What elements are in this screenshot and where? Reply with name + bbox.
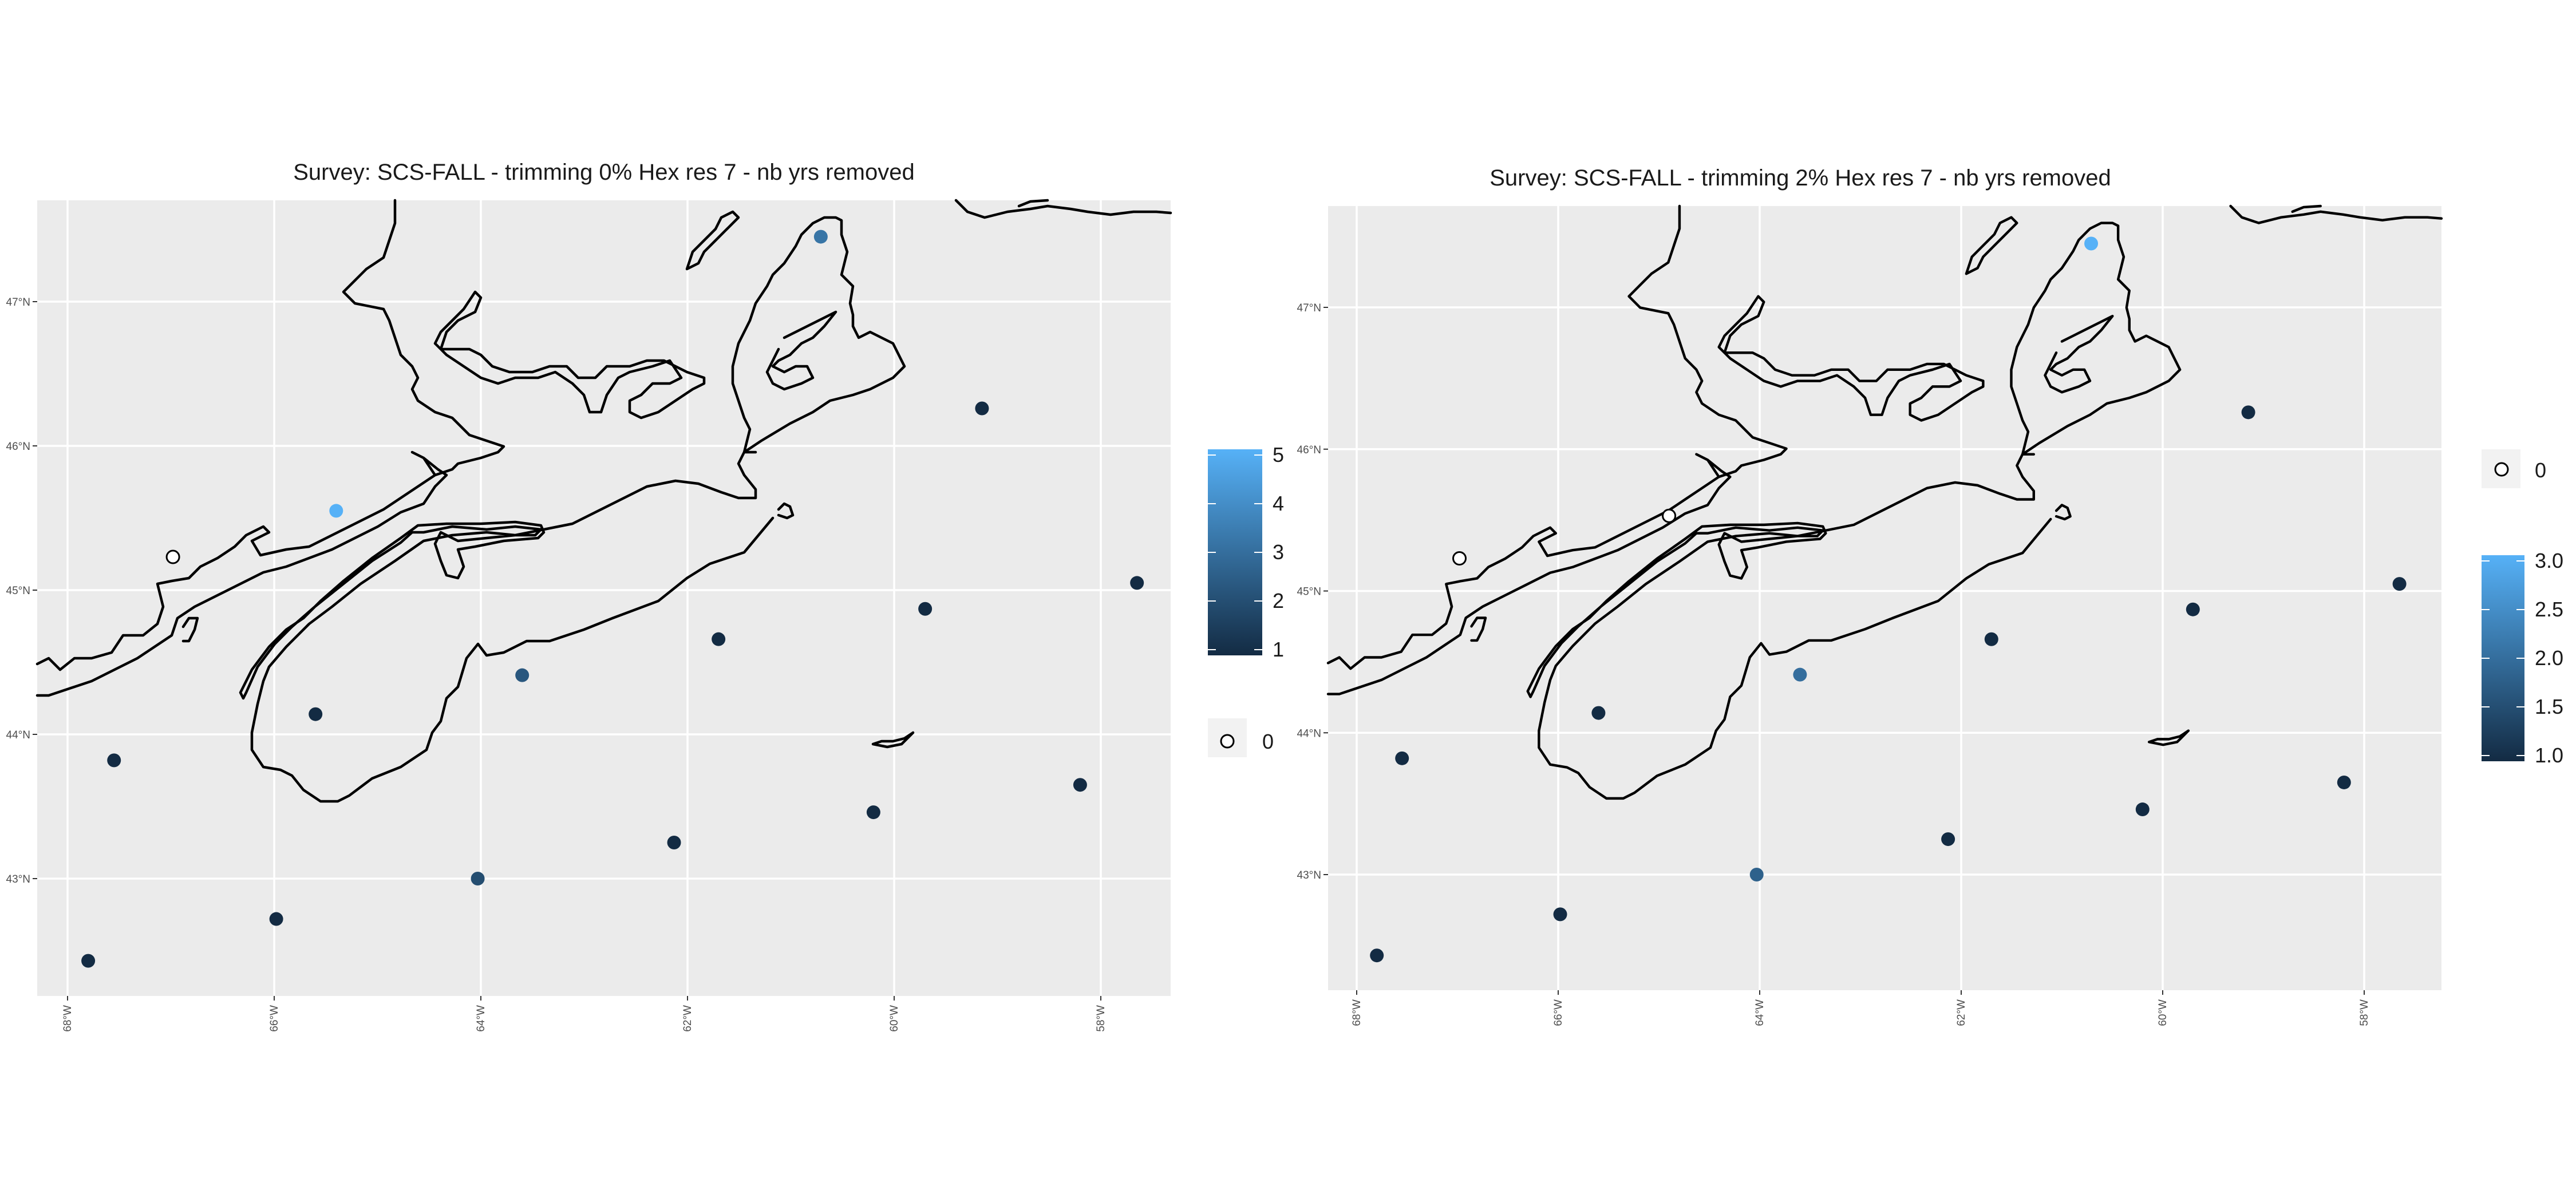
colorbar-label: 3.0 — [2535, 549, 2563, 572]
colorbar-label: 2.0 — [2535, 646, 2563, 670]
station-point — [1395, 751, 1409, 765]
station-point-zero — [1662, 508, 1677, 523]
colorbar-label: 4 — [1273, 492, 1284, 515]
colorbar-label: 5 — [1273, 443, 1284, 466]
station-point — [1370, 948, 1384, 963]
tick-label-lon: 60°W — [2157, 999, 2169, 1026]
station-point — [309, 707, 323, 721]
panel-2-axis-ticks: 68°W 66°W 64°W 62°W 60°W 58°W 47°N 46°N 45°N 44°N… — [1297, 302, 2370, 1026]
tick-label-lon: 62°W — [1955, 999, 1967, 1026]
panel-1-title: Survey: SCS-FALL - trimming 0% Hex res 7… — [293, 160, 915, 185]
station-point — [813, 230, 828, 244]
tick-label-lon: 62°W — [682, 1005, 694, 1032]
panel-2-gridlines — [1328, 206, 2441, 990]
tick-label-lon: 66°W — [1552, 999, 1564, 1026]
station-point — [2084, 236, 2099, 251]
panel-2-title: Survey: SCS-FALL - trimming 2% Hex res 7… — [1490, 165, 2111, 191]
colorbar-label: 2.5 — [2535, 598, 2563, 621]
colorbar-label: 3 — [1273, 540, 1284, 564]
station-point — [329, 504, 343, 518]
tick-label-lat: 47°N — [6, 296, 30, 309]
tick-label-lat: 46°N — [1297, 444, 1321, 456]
map-panel-1: Survey: SCS-FALL - trimming 0% Hex res 7… — [6, 160, 1284, 1032]
map-panel-2: Survey: SCS-FALL - trimming 2% Hex res 7… — [1297, 165, 2564, 1026]
tick-label-lat: 45°N — [6, 585, 30, 597]
station-point — [515, 668, 530, 682]
station-point — [81, 954, 96, 968]
panel-1-zero-key-label: 0 — [1262, 730, 1274, 753]
tick-label-lon: 66°W — [268, 1005, 280, 1032]
tick-label-lat: 43°N — [1297, 869, 1321, 881]
tick-label-lat: 44°N — [1297, 727, 1321, 740]
tick-label-lat: 46°N — [6, 441, 30, 453]
tick-label-lon: 68°W — [1351, 999, 1363, 1026]
panel-1-coastline — [35, 199, 1172, 803]
panel-2-zero-key-symbol — [2494, 462, 2509, 477]
colorbar-label: 1.0 — [2535, 744, 2563, 767]
colorbar-label: 2 — [1273, 589, 1284, 612]
station-point — [1130, 576, 1144, 590]
station-point — [2135, 802, 2150, 817]
tick-label-lat: 47°N — [1297, 302, 1321, 314]
station-point — [2241, 405, 2255, 420]
station-point-zero — [165, 549, 180, 564]
tick-label-lon: 68°W — [62, 1005, 74, 1032]
station-point — [918, 602, 933, 616]
tick-label-lon: 60°W — [888, 1005, 900, 1032]
tick-label-lon: 58°W — [2358, 999, 2370, 1026]
station-point — [1941, 832, 1955, 847]
station-point — [2186, 602, 2200, 616]
panel-2-coastline — [1326, 204, 2443, 800]
station-point — [107, 753, 121, 768]
station-point — [471, 872, 485, 885]
panel-1-gridlines — [37, 200, 1171, 996]
panel-2-zero-key-label: 0 — [2535, 458, 2546, 482]
panel-2-legend: 0 3.0 2.5 2.0 1.5 1.0 — [2482, 449, 2563, 767]
tick-label-lat: 45°N — [1297, 586, 1321, 598]
panel-1-colorbar — [1208, 449, 1262, 655]
tick-label-lat: 44°N — [6, 729, 30, 741]
panel-1-legend: 5 4 3 2 1 0 — [1208, 443, 1284, 757]
panel-2-background — [1328, 206, 2441, 990]
station-point — [1984, 632, 1998, 646]
panel-1-zero-key-symbol — [1220, 734, 1235, 749]
tick-label-lon: 64°W — [1754, 999, 1766, 1026]
station-point — [712, 632, 726, 646]
station-point — [1793, 667, 1807, 682]
colorbar-label: 1.5 — [2535, 695, 2563, 718]
station-point — [2337, 775, 2351, 789]
panel-2-points — [1370, 236, 2407, 963]
station-point — [2392, 577, 2407, 591]
station-point — [866, 805, 880, 820]
panel-1-axis-ticks: 68°W 66°W 64°W 62°W 60°W 58°W 47°N 46°N 45°N 44°N… — [6, 296, 1107, 1032]
panel-1-points — [81, 230, 1144, 968]
station-point — [269, 912, 283, 926]
station-point — [1749, 868, 1764, 881]
tick-label-lon: 64°W — [475, 1005, 487, 1032]
colorbar-label: 1 — [1273, 638, 1284, 661]
station-point — [1591, 706, 1606, 720]
station-point — [667, 836, 681, 849]
tick-label-lat: 43°N — [6, 873, 30, 885]
tick-label-lon: 58°W — [1095, 1005, 1107, 1032]
panel-1-background — [37, 200, 1171, 996]
station-point — [1073, 778, 1087, 792]
station-point — [1553, 907, 1567, 922]
station-point-zero — [1452, 551, 1467, 566]
station-point — [975, 401, 989, 416]
